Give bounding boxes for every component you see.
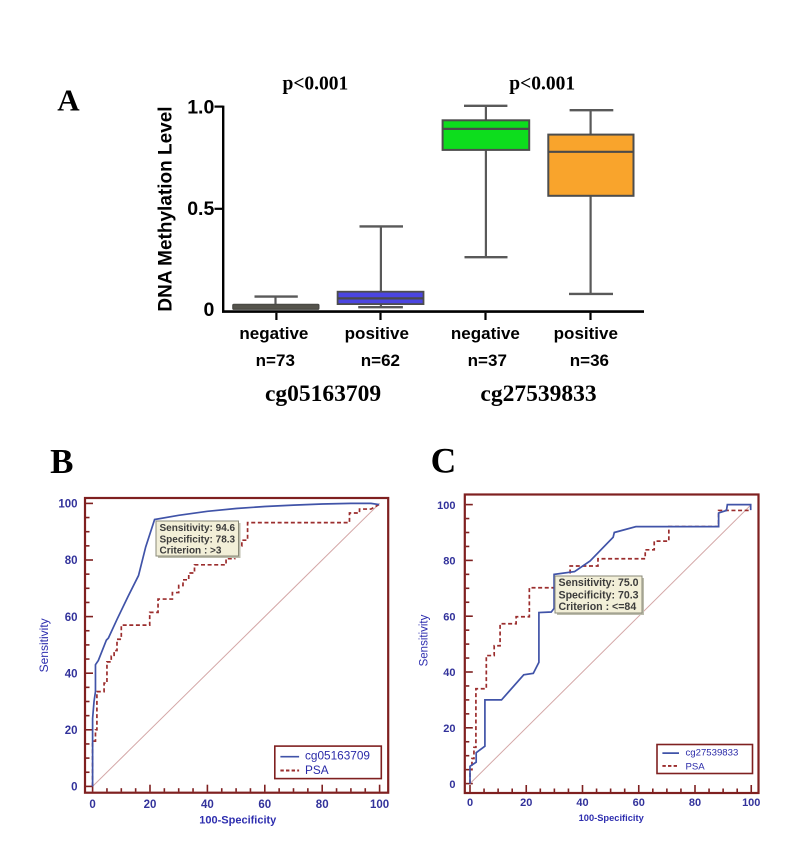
svg-text:Specificity: 78.3: Specificity: 78.3: [160, 534, 236, 545]
svg-text:0.5: 0.5: [187, 198, 214, 220]
svg-text:n=73: n=73: [256, 351, 295, 370]
svg-text:100: 100: [742, 797, 760, 809]
svg-text:0: 0: [89, 799, 95, 811]
svg-text:40: 40: [201, 799, 214, 811]
svg-text:20: 20: [144, 799, 157, 811]
svg-text:0: 0: [467, 797, 473, 809]
svg-text:n=62: n=62: [361, 351, 400, 370]
svg-text:cg27539833: cg27539833: [480, 381, 596, 407]
svg-text:positive: positive: [554, 324, 618, 343]
svg-text:60: 60: [258, 799, 271, 811]
svg-text:0: 0: [449, 779, 455, 791]
svg-text:Sensitivity: Sensitivity: [37, 618, 51, 672]
svg-text:100: 100: [58, 499, 77, 511]
svg-text:40: 40: [576, 797, 588, 809]
svg-text:B: B: [50, 442, 73, 481]
svg-text:0: 0: [203, 299, 214, 321]
svg-text:Sensitivity: 75.0: Sensitivity: 75.0: [559, 577, 639, 589]
svg-text:p<0.001: p<0.001: [509, 74, 575, 95]
svg-text:A: A: [57, 82, 80, 117]
svg-text:100-Specificity: 100-Specificity: [199, 815, 277, 827]
svg-text:100: 100: [370, 799, 389, 811]
svg-text:PSA: PSA: [686, 762, 706, 773]
svg-text:negative: negative: [239, 324, 308, 343]
svg-text:DNA Methylation Level: DNA Methylation Level: [156, 106, 177, 311]
svg-text:80: 80: [443, 556, 455, 568]
svg-text:cg05163709: cg05163709: [265, 381, 381, 407]
svg-text:PSA: PSA: [305, 763, 329, 777]
svg-text:Criterion : >3: Criterion : >3: [160, 546, 222, 557]
svg-text:80: 80: [689, 797, 701, 809]
svg-text:0: 0: [71, 782, 77, 794]
svg-text:60: 60: [633, 797, 645, 809]
svg-text:20: 20: [443, 723, 455, 735]
svg-text:p<0.001: p<0.001: [282, 74, 348, 95]
svg-text:40: 40: [65, 668, 78, 680]
svg-text:40: 40: [443, 667, 455, 679]
svg-text:80: 80: [316, 799, 329, 811]
svg-text:negative: negative: [451, 324, 520, 343]
svg-text:100: 100: [437, 500, 455, 512]
svg-text:cg27539833: cg27539833: [686, 748, 739, 759]
svg-text:cg05163709: cg05163709: [305, 749, 370, 763]
svg-text:20: 20: [520, 797, 532, 809]
svg-text:100-Specificity: 100-Specificity: [579, 813, 645, 823]
svg-text:80: 80: [65, 555, 78, 567]
svg-text:C: C: [431, 441, 457, 481]
svg-text:Specificity: 70.3: Specificity: 70.3: [559, 590, 639, 602]
svg-text:Sensitivity: Sensitivity: [418, 614, 430, 666]
svg-text:Sensitivity: 94.6: Sensitivity: 94.6: [160, 523, 236, 534]
svg-text:Criterion : <=84: Criterion : <=84: [559, 601, 637, 613]
svg-text:positive: positive: [345, 324, 409, 343]
svg-text:n=37: n=37: [468, 351, 507, 370]
svg-text:1.0: 1.0: [187, 97, 214, 119]
svg-text:20: 20: [65, 725, 78, 737]
svg-text:60: 60: [443, 611, 455, 623]
svg-text:n=36: n=36: [570, 351, 609, 370]
svg-text:60: 60: [65, 612, 78, 624]
